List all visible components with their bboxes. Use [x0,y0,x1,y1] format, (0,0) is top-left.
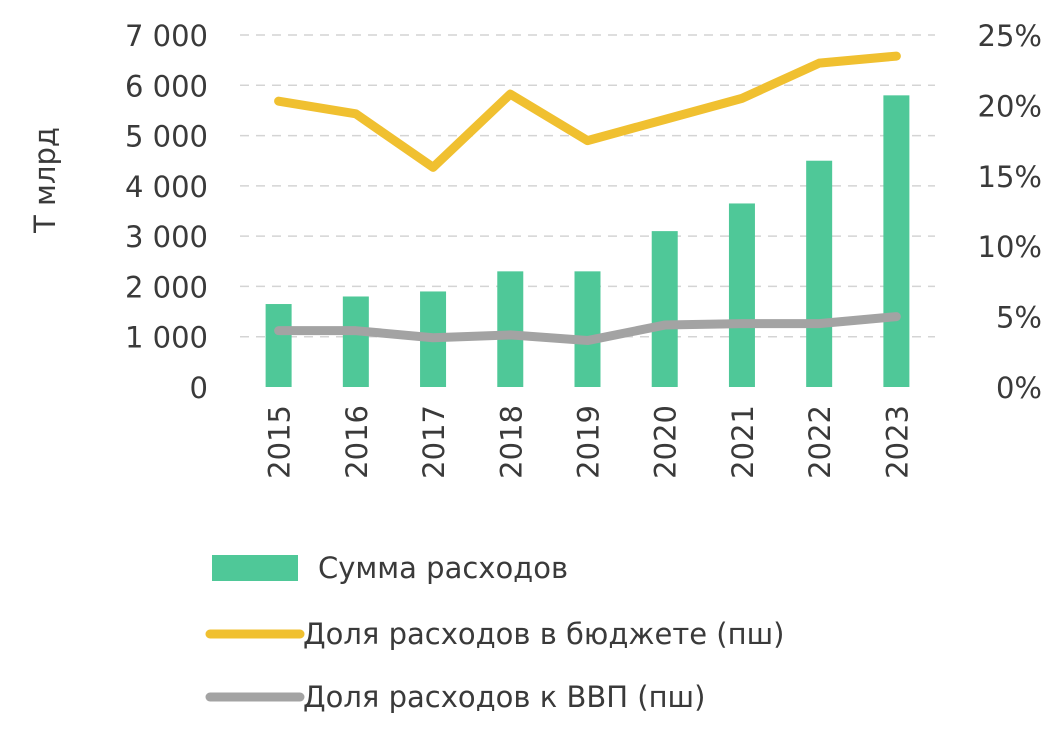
legend-label: Доля расходов к ВВП (пш) [303,680,705,714]
y2-tick-label: 15% [978,160,1042,194]
x-tick-label: 2023 [880,405,914,479]
series-line [274,51,901,172]
y-tick-label: 4 000 [125,170,208,204]
legend-swatch [212,555,298,581]
y-tick-label: 6 000 [125,69,208,103]
y-tick-label: 5 000 [125,120,208,154]
y2-tick-label: 10% [978,230,1042,264]
y-tick-label: 1 000 [125,321,208,355]
x-tick-label: 2019 [572,405,606,479]
bar [342,296,369,387]
bar [883,95,910,387]
y2-tick-label: 20% [978,89,1042,123]
y2-tick-label: 25% [978,19,1042,53]
y-tick-label: 3 000 [125,220,208,254]
line-series [274,51,901,346]
x-tick-label: 2017 [417,405,451,479]
y-axis-left: 0 1 000 2 000 3 000 4 000 5 000 6 000 7 000 [125,19,208,405]
y-tick-label: 0 [190,371,208,405]
x-tick-label: 2022 [803,405,837,479]
x-tick-label: 2016 [340,405,374,479]
y-tick-label: 2 000 [125,270,208,304]
series-line [274,312,901,346]
bar [651,231,678,387]
y-tick-label: 7 000 [125,19,208,53]
x-tick-label: 2021 [726,405,760,479]
y2-tick-label: 5% [996,301,1042,335]
legend-label: Сумма расходов [318,551,568,585]
bar [574,271,601,387]
legend-label: Доля расходов в бюджете (пш) [303,617,784,651]
y-axis-right: 0% 5% 10% 15% 20% 25% [978,19,1042,405]
bar [728,203,755,387]
bar [806,160,833,387]
y-axis-title: Т млрд [28,127,62,234]
bar [265,304,292,387]
x-tick-label: 2020 [649,405,683,479]
x-axis: 2015 2016 2017 2018 2019 2020 2021 2022 2023 [263,405,915,479]
x-tick-label: 2018 [494,405,528,479]
x-tick-label: 2015 [263,405,297,479]
legend: Сумма расходов Доля расходов в бюджете (п… [205,551,784,714]
bar [497,271,524,387]
y2-tick-label: 0% [996,371,1042,405]
